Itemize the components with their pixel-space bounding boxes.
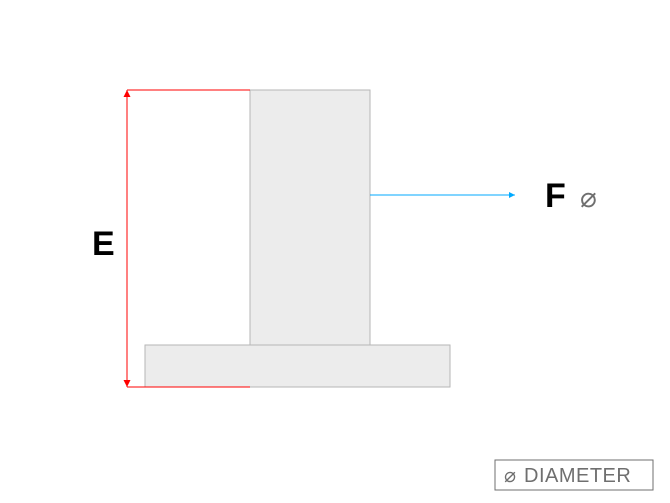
arrowhead xyxy=(124,380,131,387)
leader-f-label: F xyxy=(545,177,566,215)
arrowhead xyxy=(509,192,515,198)
column-shape xyxy=(250,90,370,345)
diameter-icon: ⌀ xyxy=(580,182,597,213)
legend-text: DIAMETER xyxy=(524,465,631,487)
base-shape xyxy=(145,345,450,387)
legend-diameter-icon: ⌀ xyxy=(504,465,516,487)
dim-e-label: E xyxy=(92,225,115,263)
arrowhead xyxy=(124,90,131,97)
